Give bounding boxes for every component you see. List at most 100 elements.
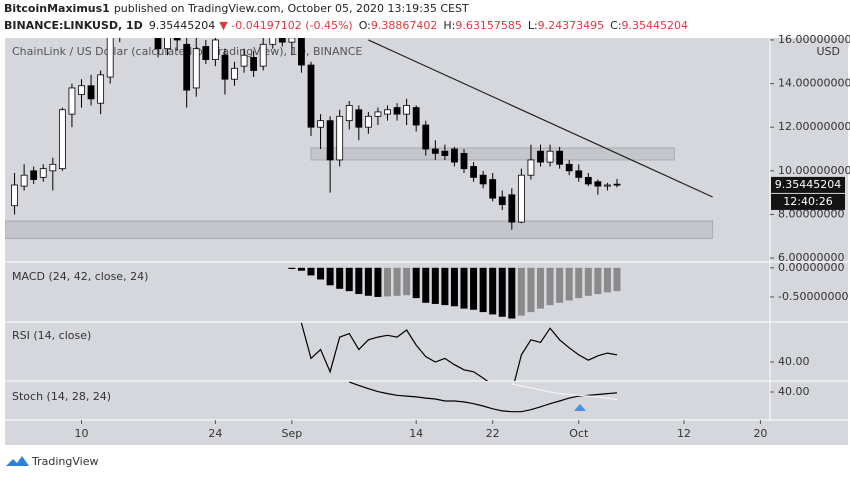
- x-tick-label: 20: [753, 427, 767, 440]
- candle-body: [278, 38, 286, 43]
- x-tick-label: 10: [75, 427, 89, 440]
- y-unit: USD: [816, 45, 840, 58]
- c-label: C:: [610, 19, 621, 32]
- candle-body: [288, 38, 296, 43]
- c-value: 9.35445204: [622, 19, 688, 32]
- histogram-bar: [527, 267, 535, 313]
- histogram-bar: [307, 267, 315, 276]
- published: published on TradingView.com, October 05…: [114, 2, 469, 15]
- candle-body: [517, 174, 525, 223]
- histogram-bar: [393, 267, 401, 296]
- y-tick-label: 40.00: [778, 355, 810, 368]
- candle-body: [613, 183, 621, 186]
- y-tick-label: 10.00000000: [778, 164, 850, 177]
- y-tick-label: -0.50000000: [778, 290, 848, 303]
- candle-body: [403, 104, 411, 115]
- histogram-bar: [317, 267, 325, 280]
- y-tick-label: 14.00000000: [778, 77, 850, 90]
- histogram-bar: [364, 267, 372, 296]
- x-tick-label: Oct: [569, 427, 589, 440]
- candle-body: [479, 174, 487, 185]
- candle-body: [604, 184, 611, 187]
- candle-body: [412, 107, 420, 126]
- trend-line: [368, 39, 713, 198]
- candle-body: [556, 150, 564, 165]
- y-tick-label: 12.00000000: [778, 120, 850, 133]
- pane: [349, 381, 618, 413]
- candle-body: [269, 38, 277, 45]
- candle-body: [164, 38, 171, 50]
- candle-body: [192, 48, 200, 89]
- histogram-bar: [479, 267, 487, 313]
- change: ▼ -0.04197102 (-0.45%): [219, 19, 352, 32]
- pane: [288, 267, 621, 319]
- histogram-bar: [546, 267, 554, 306]
- candle-body: [78, 85, 85, 95]
- candle-body: [49, 163, 57, 172]
- l-label: L:: [528, 19, 538, 32]
- histogram-bar: [326, 267, 334, 286]
- candle-body: [97, 74, 105, 104]
- candle-body: [183, 43, 191, 91]
- pane: [300, 322, 618, 381]
- candle-body: [575, 170, 583, 178]
- brand[interactable]: TradingView: [31, 455, 98, 468]
- histogram-bar: [441, 267, 449, 306]
- candle-body: [364, 115, 372, 128]
- countdown: 12:40:26: [783, 195, 832, 208]
- pane-title: Stoch (14, 28, 24): [12, 390, 111, 403]
- histogram-bar: [556, 267, 564, 303]
- countdown-box: [771, 193, 845, 210]
- l-value: 9.24373495: [538, 19, 604, 32]
- candle-body: [431, 148, 439, 154]
- indicator-line: [349, 381, 618, 413]
- candle-body: [584, 176, 592, 185]
- candle-body: [250, 57, 258, 71]
- histogram-bar: [470, 267, 478, 310]
- candle-body: [489, 179, 497, 199]
- h-label: H:: [443, 19, 455, 32]
- zone: [310, 147, 675, 161]
- histogram-bar: [384, 267, 391, 297]
- candle-body: [106, 38, 114, 78]
- logo: TradingView: [6, 455, 98, 468]
- histogram-bar: [412, 267, 420, 299]
- candle-body: [154, 38, 162, 50]
- symbol: BINANCE:LINKUSD, 1D: [4, 19, 143, 32]
- candle-body: [240, 54, 248, 67]
- candle-body: [202, 46, 210, 60]
- histogram-bar: [450, 267, 458, 307]
- candle-body: [259, 43, 267, 67]
- y-tick-label: 0.00000000: [778, 261, 844, 274]
- candle-body: [374, 111, 382, 117]
- signal-marker: [574, 404, 586, 411]
- histogram-bar: [403, 267, 411, 296]
- candle-body: [11, 184, 18, 207]
- pane-title: RSI (14, close): [12, 329, 91, 342]
- histogram-bar: [517, 267, 525, 316]
- pane: [5, 38, 714, 239]
- histogram-bar: [565, 267, 573, 301]
- candle-body: [594, 181, 602, 187]
- histogram-bar: [336, 267, 344, 289]
- candle-body: [508, 194, 516, 223]
- indicator-line: [511, 383, 618, 401]
- candle-body: [231, 67, 238, 80]
- y-tick-label: 8.00000000: [778, 207, 844, 220]
- histogram-bar: [498, 267, 506, 317]
- candle-body: [58, 109, 66, 170]
- histogram-bar: [288, 267, 296, 269]
- candle-body: [317, 120, 324, 128]
- candle-body: [345, 104, 353, 122]
- price-label: 9.35445204: [775, 178, 841, 191]
- candle-body: [498, 196, 506, 206]
- candle-body: [384, 109, 391, 115]
- candle-body: [173, 38, 181, 41]
- x-tick-label: 22: [486, 427, 500, 440]
- candle-body: [451, 148, 458, 163]
- h-value: 9.63157585: [455, 19, 521, 32]
- histogram-bar: [431, 267, 439, 304]
- candle-body: [39, 168, 47, 178]
